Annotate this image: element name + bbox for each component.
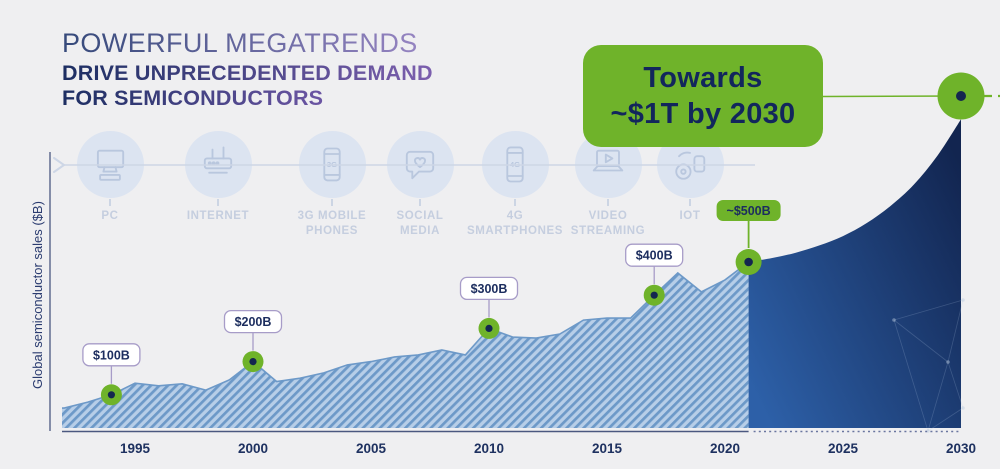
era-tick [689, 199, 691, 206]
era-tick [607, 199, 609, 206]
historical-area [62, 262, 749, 428]
callout-label: $300B [471, 282, 508, 296]
constellation-line [893, 299, 964, 321]
x-tick-2000: 2000 [237, 441, 269, 456]
callout-box [625, 243, 684, 267]
callout-box [223, 309, 283, 334]
era-tick [217, 199, 219, 206]
constellation-line [893, 319, 929, 432]
constellation-node [961, 406, 965, 410]
era-label-pc: PC [101, 210, 119, 222]
era-tick [109, 199, 111, 206]
callout-box [82, 343, 141, 367]
historical-area-edge [62, 261, 750, 409]
data-point-dot [249, 358, 257, 366]
constellation-line [927, 407, 964, 432]
constellation-line [947, 299, 964, 363]
x-tick-2010: 2010 [473, 441, 505, 456]
x-tick-1995: 1995 [119, 441, 151, 456]
x-tick-2030: 2030 [945, 441, 977, 456]
callout-label: ~$500B [727, 204, 771, 218]
projected-area [748, 119, 961, 429]
page-title: POWERFUL MEGATRENDS DRIVE UNPRECEDENTED … [62, 30, 433, 109]
peak-marker-dot [956, 91, 966, 101]
title-line3: FOR SEMICONDUCTORS [62, 85, 324, 110]
data-point-dot [650, 291, 658, 299]
constellation-line [927, 361, 949, 432]
x-tick-2020: 2020 [709, 441, 741, 456]
target-callout: Towards ~$1T by 2030 [583, 45, 823, 147]
era-label-4g: 4G SMARTPHONES [466, 210, 564, 237]
constellation-line [893, 319, 949, 363]
data-point-dot [107, 391, 115, 399]
data-point-dot [485, 324, 493, 332]
data-point-dot [744, 257, 753, 267]
era-label-iot: IOT [679, 210, 701, 222]
title-line1: POWERFUL MEGATRENDS [62, 28, 418, 58]
constellation-line [947, 361, 964, 409]
era-tick [331, 199, 333, 206]
constellation-node [892, 318, 896, 322]
callout-label: $400B [636, 249, 673, 263]
constellation-node [961, 298, 965, 302]
target-callout-line2: ~$1T by 2030 [610, 98, 796, 130]
title-line2: DRIVE UNPRECEDENTED DEMAND [62, 61, 433, 85]
callout-box [716, 200, 781, 221]
constellation-node [946, 360, 950, 364]
era-label-3g: 3G MOBILE PHONES [297, 210, 367, 237]
target-callout-line1: Towards [643, 62, 763, 94]
callout-box [459, 276, 519, 301]
callout-label: $200B [235, 315, 272, 329]
era-label-social: SOCIAL MEDIA [396, 210, 444, 237]
era-label-internet: INTERNET [186, 210, 250, 222]
x-tick-2025: 2025 [827, 441, 859, 456]
era-tick [419, 199, 421, 206]
callout-label: $100B [93, 348, 130, 362]
timeline-arrow-icon [53, 157, 66, 173]
x-tick-2015: 2015 [591, 441, 623, 456]
era-label-video: VIDEO STREAMING [570, 210, 646, 237]
x-tick-2005: 2005 [355, 441, 387, 456]
era-tick [514, 199, 516, 206]
